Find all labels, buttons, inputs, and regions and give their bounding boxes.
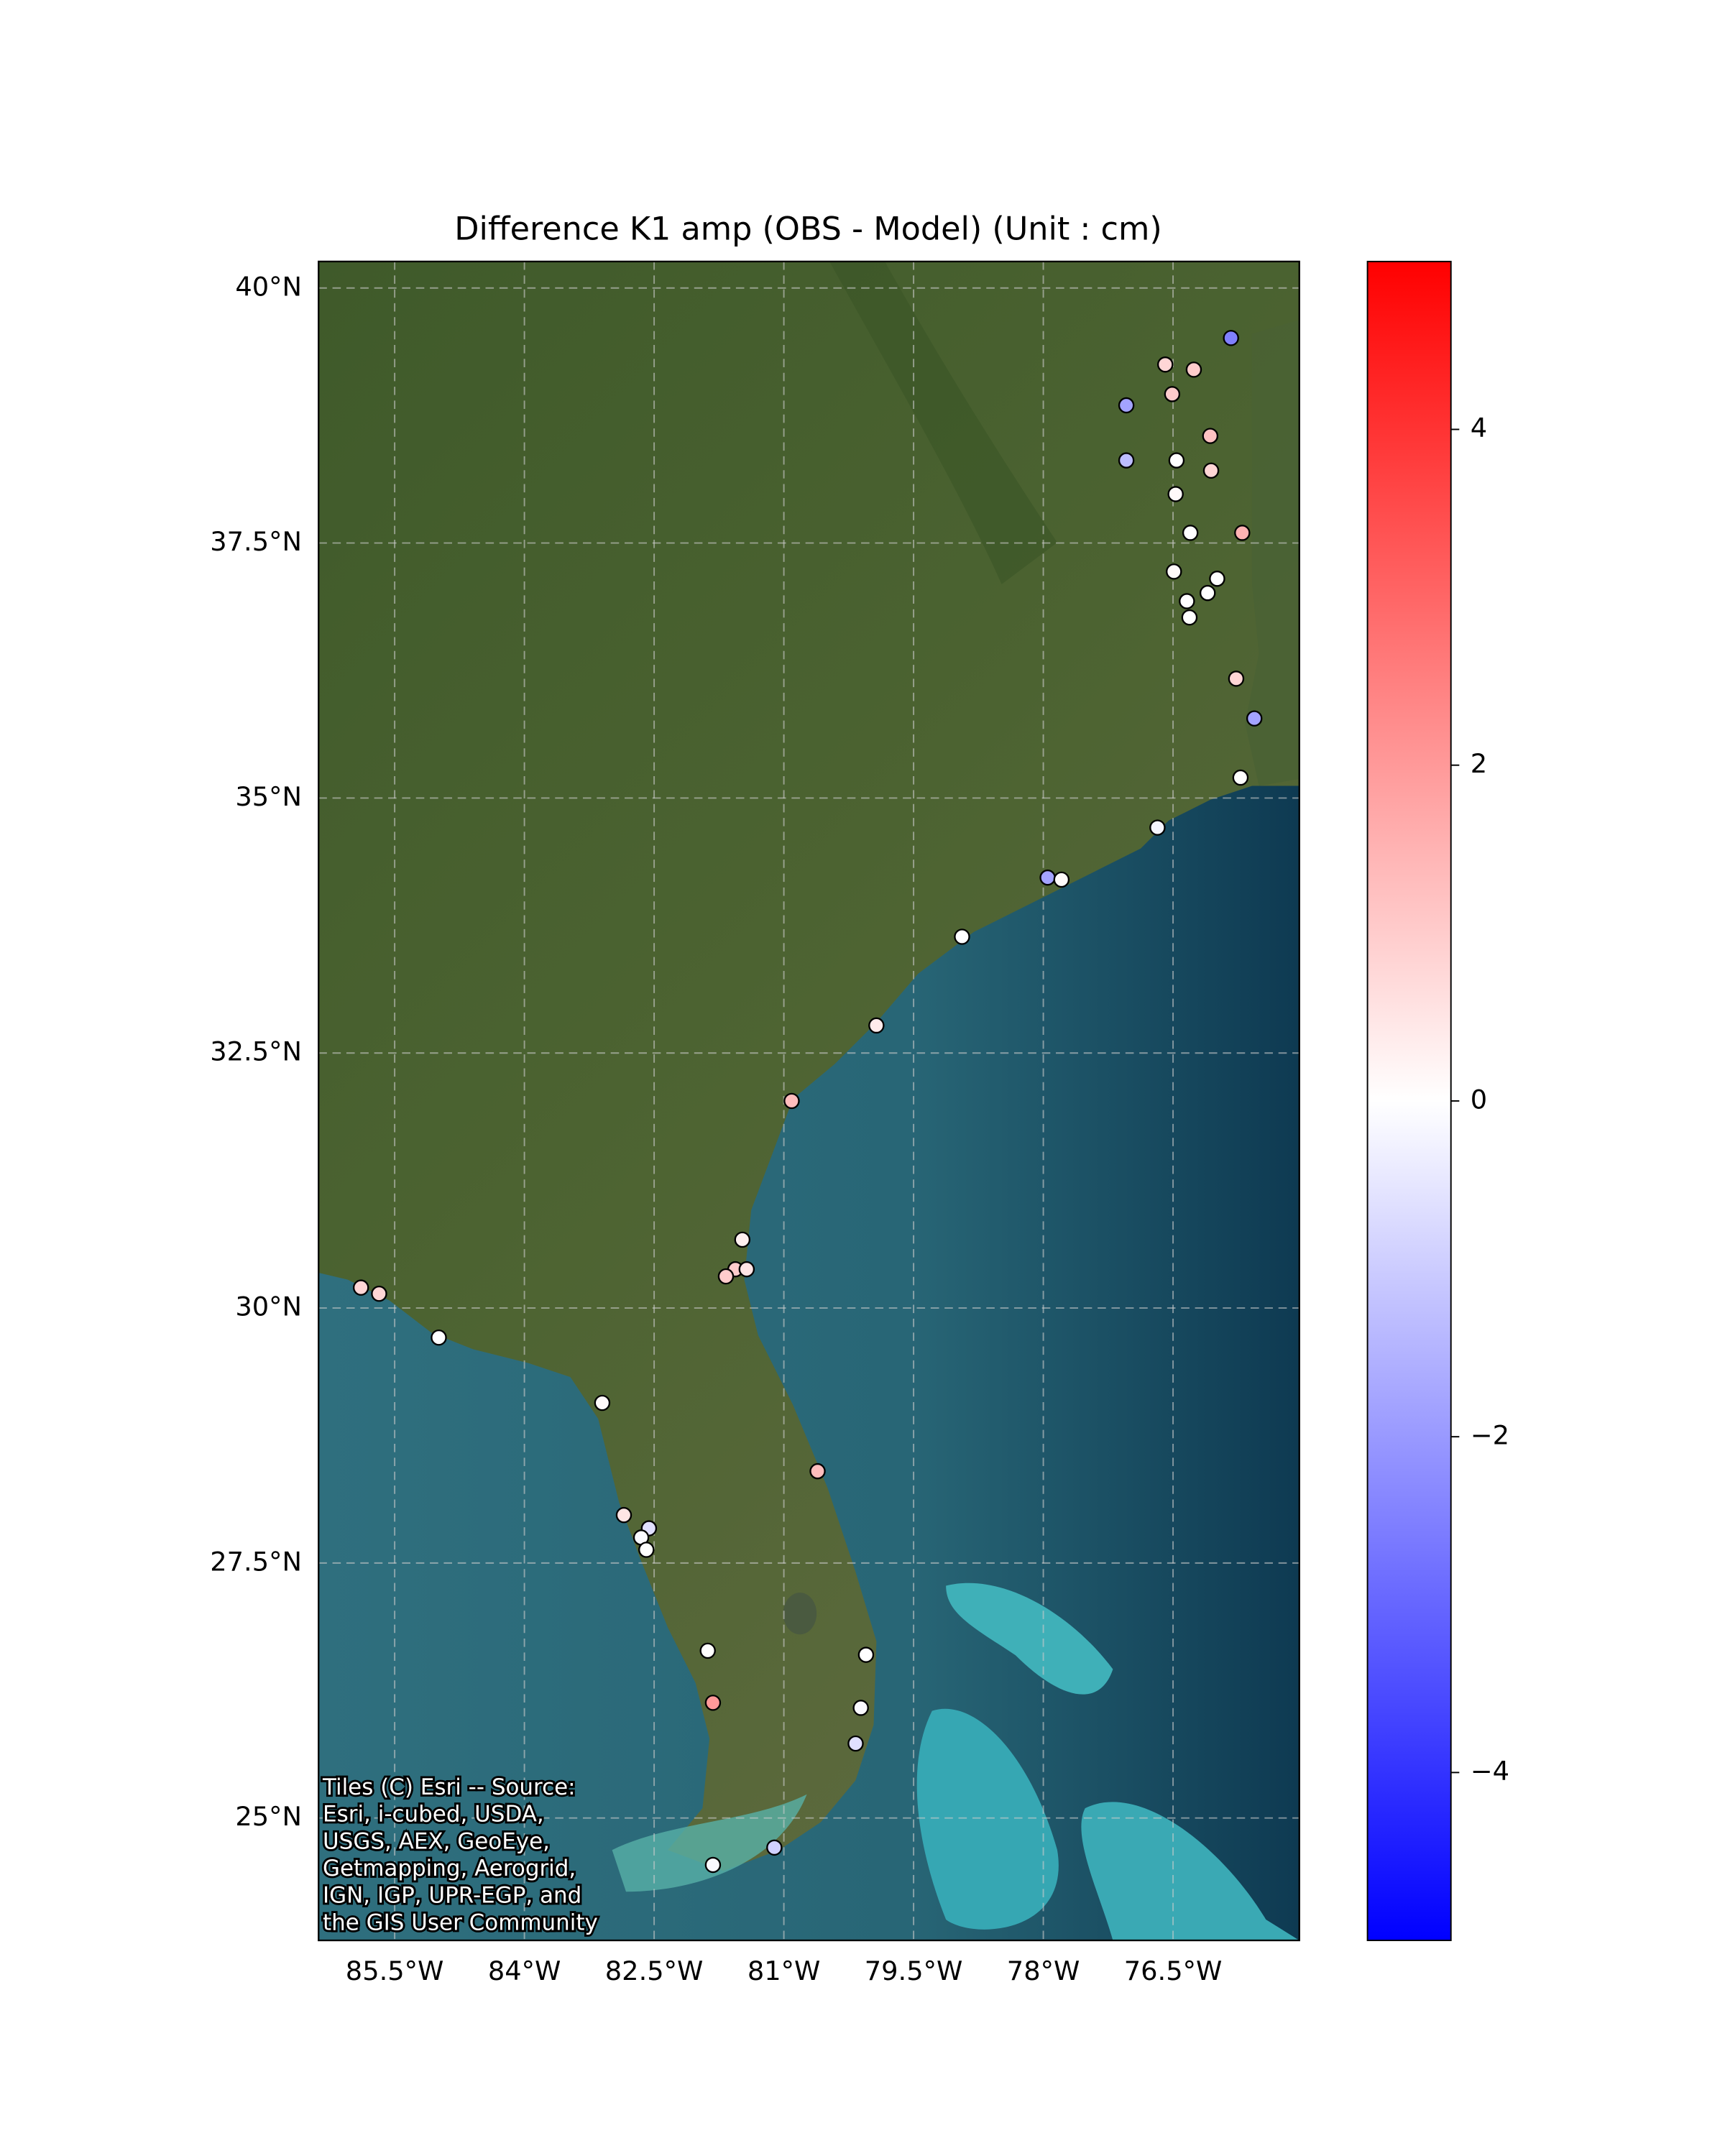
station-marker [766, 1839, 783, 1856]
lake [783, 1593, 817, 1635]
station-marker [1118, 452, 1135, 469]
bahamas-bank [1081, 1802, 1300, 1940]
stations [352, 330, 1263, 1874]
station-marker [1149, 819, 1166, 836]
attribution-line: the GIS User Community [323, 1909, 598, 1935]
y-tick-label: 25°N [235, 1801, 302, 1832]
plot-frame [318, 260, 1300, 1942]
attribution-line: IGN, IGP, UPR-EGP, and [323, 1883, 581, 1909]
x-tick-label: 78°W [1007, 1955, 1080, 1986]
station-marker [1209, 571, 1225, 587]
attribution-line: Getmapping, Aerogrid, [323, 1856, 576, 1881]
station-marker [809, 1462, 826, 1480]
station-marker [1167, 486, 1184, 502]
station-marker [868, 1017, 885, 1034]
station-marker [704, 1695, 722, 1711]
y-tick-label: 40°N [235, 271, 302, 302]
station-marker [1234, 525, 1251, 541]
station-marker [1039, 869, 1056, 886]
station-marker [717, 1268, 735, 1285]
x-tick-label: 81°W [748, 1955, 821, 1986]
station-marker [1185, 361, 1202, 378]
station-marker [1179, 593, 1195, 609]
bahamas-bank [946, 1583, 1113, 1695]
colorbar-tick-label: 4 [1471, 413, 1487, 443]
station-marker [615, 1506, 632, 1524]
station-marker [1164, 386, 1181, 402]
station-marker [857, 1646, 875, 1663]
station-marker [1168, 452, 1185, 469]
station-marker [1202, 462, 1220, 479]
station-marker [352, 1279, 369, 1296]
x-tick-label: 76.5°W [1124, 1955, 1223, 1986]
station-marker [852, 1700, 869, 1716]
y-tick-label: 30°N [235, 1291, 302, 1322]
attribution-line: USGS, AEX, GeoEye, [323, 1828, 550, 1854]
station-marker [847, 1735, 864, 1752]
station-marker [738, 1261, 755, 1278]
colorbar-tick-label: 0 [1471, 1084, 1487, 1115]
station-marker [1118, 397, 1135, 414]
y-tick-label: 32.5°N [210, 1036, 302, 1067]
station-marker [594, 1394, 611, 1411]
y-tick-label: 37.5°N [210, 526, 302, 557]
station-marker [1199, 584, 1216, 602]
station-marker [704, 1856, 722, 1874]
x-tick-label: 85.5°W [346, 1955, 444, 1986]
axes: 85.5°W 84°W 82.5°W 81°W 79.5°W 78°W 76.5°W 25°N… [210, 271, 1509, 1986]
station-marker [1166, 563, 1182, 580]
station-marker [431, 1329, 447, 1346]
attribution: Tiles (C) Esri -- Source:Esri, i-cubed, … [320, 1772, 600, 1938]
attribution-line: Esri, i-cubed, USDA, [323, 1802, 544, 1828]
station-marker [1246, 710, 1263, 727]
x-tick-label: 84°W [488, 1955, 561, 1986]
station-marker [1223, 330, 1239, 346]
station-marker [1202, 428, 1219, 444]
colorbar-tick-label: −4 [1471, 1756, 1509, 1787]
bahamas-bank [916, 1708, 1059, 1930]
station-marker [954, 929, 970, 945]
mountains [829, 261, 1057, 584]
station-marker [1053, 871, 1070, 888]
attribution-line: Tiles (C) Esri -- Source: [322, 1774, 576, 1800]
x-tick-label: 79.5°W [865, 1955, 963, 1986]
station-marker [1232, 769, 1249, 786]
station-marker [734, 1231, 751, 1248]
colorbar-tick-label: −2 [1471, 1420, 1509, 1451]
station-marker [1228, 671, 1245, 687]
y-tick-label: 35°N [235, 781, 302, 812]
station-marker [783, 1092, 800, 1110]
station-marker [371, 1285, 387, 1302]
station-marker [1182, 525, 1199, 541]
grid [318, 261, 1300, 1940]
colorbar [1366, 260, 1452, 1941]
station-marker [638, 1542, 655, 1558]
station-marker [1181, 609, 1198, 626]
delmarva [1245, 320, 1300, 786]
x-tick-label: 82.5°W [605, 1955, 704, 1986]
station-marker [1157, 356, 1174, 373]
chart-title: Difference K1 amp (OBS - Model) (Unit : … [454, 211, 1162, 247]
colorbar-tick-label: 2 [1471, 748, 1487, 779]
y-tick-label: 27.5°N [210, 1546, 302, 1577]
station-marker [699, 1642, 716, 1659]
